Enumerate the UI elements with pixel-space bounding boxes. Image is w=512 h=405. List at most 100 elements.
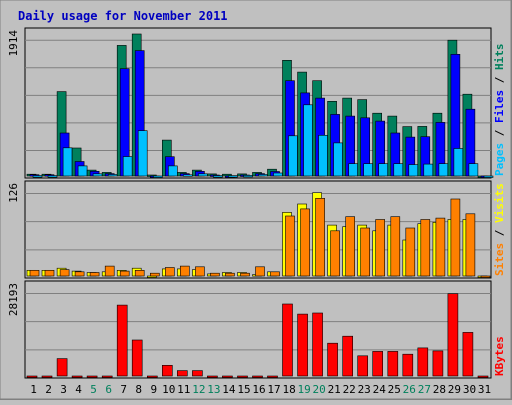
legend-item-sites: Sites [493,243,506,276]
bar-pages-day-24 [378,163,389,177]
bar-sites-day-23 [360,227,371,277]
legend-separator: / [493,70,506,90]
x-tick-day-1: 1 [30,383,37,396]
bar-kbytes-day-6 [101,375,113,378]
bar-pages-day-27 [423,163,434,177]
bar-sites-day-1 [29,269,40,277]
x-tick-day-15: 15 [237,383,250,396]
x-tick-day-22: 22 [343,383,356,396]
bar-pages-day-1 [32,175,43,178]
bar-sites-day-5 [89,272,100,277]
bar-kbytes-day-3 [56,358,68,377]
bar-sites-day-7 [119,270,130,277]
bar-kbytes-day-29 [447,293,459,377]
bar-pages-day-18 [288,135,298,177]
bar-pages-day-2 [47,175,58,178]
bar-sites-day-27 [420,219,431,277]
x-tick-day-14: 14 [222,383,236,396]
bar-kbytes-day-2 [41,375,53,378]
bar-pages-day-22 [348,163,359,177]
bar-pages-day-5 [92,173,103,177]
x-tick-day-28: 28 [433,383,446,396]
bar-kbytes-day-11 [177,370,188,377]
bar-kbytes-day-9 [147,375,158,378]
bar-pages-day-23 [363,163,374,177]
bar-sites-day-21 [330,230,340,277]
bar-sites-day-22 [345,216,356,277]
x-tick-day-20: 20 [312,383,325,396]
bar-pages-day-30 [468,163,479,177]
bar-kbytes-day-26 [402,353,414,377]
bar-pages-day-4 [77,165,88,177]
bar-pages-day-9 [153,175,163,178]
x-tick-day-18: 18 [282,383,295,396]
bar-sites-day-2 [44,269,55,277]
bar-pages-day-19 [303,104,313,177]
legend-item-visits: Visits [493,183,506,223]
panel-legend: Pages / Files / Hits [493,44,506,177]
bar-kbytes-day-12 [192,370,203,377]
bar-kbytes-day-5 [86,375,98,378]
bar-sites-day-28 [435,217,446,277]
bar-kbytes-day-1 [26,375,38,378]
x-tick-day-2: 2 [45,383,52,396]
x-tick-day-8: 8 [135,383,142,396]
bar-pages-day-8 [137,130,148,177]
bar-sites-day-20 [315,198,325,277]
bar-sites-day-30 [465,213,476,277]
bar-kbytes-day-20 [312,312,323,377]
x-tick-day-29: 29 [448,383,461,396]
bar-sites-day-4 [74,271,85,277]
bar-kbytes-day-16 [252,375,263,378]
bar-kbytes-day-15 [237,375,248,378]
legend-separator: / [493,123,506,143]
bar-sites-day-15 [240,272,250,277]
bar-pages-day-14 [228,175,238,178]
bar-pages-day-13 [213,175,223,178]
bar-pages-day-29 [453,148,464,177]
bar-sites-day-6 [104,265,115,277]
bar-kbytes-day-31 [477,375,489,378]
panel-plot-area [24,280,492,379]
legend-item-files: Files [493,90,506,123]
y-max-label: 126 [7,183,20,203]
bar-pages-day-16 [258,174,268,177]
bar-kbytes-day-28 [432,350,444,377]
bar-sites-day-3 [59,269,70,277]
bar-pages-day-28 [438,163,449,177]
chart-panels: 1914 Pages / Files / Hits 126 Sites / Visit… [7,27,506,379]
bar-kbytes-day-30 [462,332,474,377]
bar-sites-day-17 [270,271,280,277]
bar-sites-day-11 [180,265,190,277]
x-tick-day-7: 7 [120,383,127,396]
x-tick-day-31: 31 [478,383,491,396]
bar-pages-day-20 [318,135,328,177]
panel-legend: Sites / Visits [493,183,506,276]
bar-kbytes-day-18 [282,303,293,377]
bar-kbytes-day-14 [222,375,233,378]
x-tick-day-24: 24 [373,383,387,396]
x-tick-day-19: 19 [297,383,310,396]
bar-pages-day-26 [408,164,419,177]
panel-legend: KBytes [493,336,506,376]
x-tick-day-5: 5 [90,383,97,396]
bar-pages-day-21 [333,142,343,177]
bar-kbytes-day-4 [71,375,83,378]
bar-kbytes-day-21 [327,342,338,377]
x-tick-day-6: 6 [105,383,112,396]
bar-sites-day-18 [285,215,295,277]
bar-kbytes-day-19 [297,313,308,377]
bar-sites-day-8 [134,269,145,277]
x-tick-day-21: 21 [328,383,341,396]
x-tick-day-3: 3 [60,383,67,396]
x-tick-day-23: 23 [358,383,371,396]
x-tick-day-9: 9 [150,383,157,396]
bar-pages-day-15 [243,175,253,178]
bar-pages-day-12 [198,173,208,177]
legend-separator: / [493,223,506,243]
x-tick-day-11: 11 [177,383,190,396]
bar-kbytes-day-17 [267,375,278,378]
bar-sites-day-29 [450,198,461,277]
x-tick-day-13: 13 [207,383,220,396]
legend-item-kbytes: KBytes [493,336,506,376]
